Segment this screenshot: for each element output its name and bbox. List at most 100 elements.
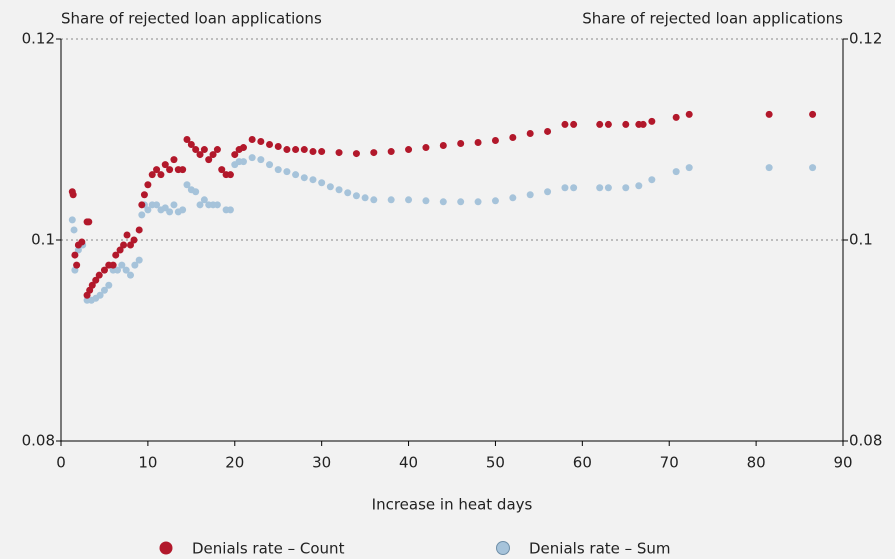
point: [639, 120, 647, 128]
point: [96, 291, 104, 299]
point: [648, 176, 656, 184]
point: [109, 261, 117, 269]
y2-tick-label: 0.1: [849, 231, 873, 249]
point: [105, 281, 113, 289]
point: [635, 182, 643, 190]
x-tick-label: 50: [486, 454, 505, 472]
x-tick-label: 20: [225, 454, 244, 472]
point: [138, 201, 146, 209]
point: [352, 192, 360, 200]
point: [509, 194, 517, 202]
point: [166, 166, 174, 174]
legend-label: Denials rate – Count: [192, 540, 345, 558]
point: [387, 148, 395, 156]
y-axis-label: Share of rejected loan applications: [61, 10, 322, 28]
x-tick-label: 60: [573, 454, 592, 472]
point: [157, 171, 165, 179]
point: [192, 188, 200, 196]
point: [138, 211, 146, 219]
point: [226, 206, 234, 214]
point: [491, 197, 499, 205]
point: [361, 194, 369, 202]
point: [179, 206, 187, 214]
point: [200, 196, 208, 204]
y2-tick-label: 0.12: [849, 30, 882, 48]
point: [561, 120, 569, 128]
point: [100, 286, 108, 294]
point: [526, 191, 534, 199]
point: [71, 251, 79, 259]
point: [148, 171, 156, 179]
x-axis-label: Increase in heat days: [372, 496, 533, 514]
y2-tick-label: 0.08: [849, 432, 882, 450]
y-tick-label: 0.1: [31, 231, 55, 249]
point: [300, 174, 308, 182]
y2-axis-label: Share of rejected loan applications: [582, 10, 843, 28]
point: [120, 241, 128, 249]
point: [248, 154, 256, 162]
point: [144, 206, 152, 214]
point: [326, 183, 334, 191]
point: [474, 139, 482, 147]
point: [266, 141, 274, 149]
point: [474, 198, 482, 206]
point: [335, 149, 343, 157]
legend-label: Denials rate – Sum: [529, 540, 671, 558]
x-tick-label: 90: [833, 454, 852, 472]
point: [118, 261, 126, 269]
point: [92, 276, 100, 284]
point: [335, 186, 343, 194]
point: [266, 161, 274, 169]
point: [405, 196, 413, 204]
point: [70, 226, 78, 234]
point: [526, 129, 534, 137]
point: [457, 198, 465, 206]
point: [127, 241, 135, 249]
point: [170, 156, 178, 164]
point: [183, 181, 191, 189]
x-tick-label: 10: [138, 454, 157, 472]
point: [544, 188, 552, 196]
point: [604, 184, 612, 192]
point: [765, 164, 773, 172]
point: [405, 146, 413, 154]
point: [352, 150, 360, 158]
point: [68, 216, 76, 224]
point: [205, 156, 213, 164]
point: [122, 266, 130, 274]
point: [135, 226, 143, 234]
point: [196, 151, 204, 159]
point: [100, 266, 108, 274]
point: [213, 201, 221, 209]
point: [370, 149, 378, 157]
point: [300, 146, 308, 154]
point: [309, 148, 317, 156]
point: [422, 144, 430, 152]
point: [116, 246, 124, 254]
point: [439, 142, 447, 150]
point: [131, 261, 139, 269]
point: [239, 158, 247, 166]
point: [135, 256, 143, 264]
point: [648, 117, 656, 125]
point: [170, 201, 178, 209]
point: [765, 110, 773, 118]
point: [318, 148, 326, 156]
point: [187, 141, 195, 149]
point: [309, 176, 317, 184]
point: [422, 197, 430, 205]
y-tick-label: 0.08: [22, 432, 55, 450]
point: [161, 161, 169, 169]
point: [685, 164, 693, 172]
point: [672, 168, 680, 176]
point: [622, 120, 630, 128]
point: [596, 184, 604, 192]
point: [140, 191, 148, 199]
point: [239, 144, 247, 152]
x-tick-label: 40: [399, 454, 418, 472]
point: [153, 201, 161, 209]
point: [213, 146, 221, 154]
point: [370, 196, 378, 204]
point: [672, 113, 680, 121]
